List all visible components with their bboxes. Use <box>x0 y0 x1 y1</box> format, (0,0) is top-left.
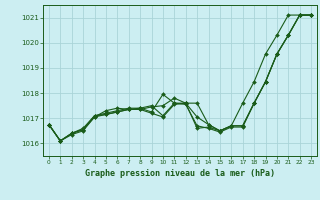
X-axis label: Graphe pression niveau de la mer (hPa): Graphe pression niveau de la mer (hPa) <box>85 169 275 178</box>
